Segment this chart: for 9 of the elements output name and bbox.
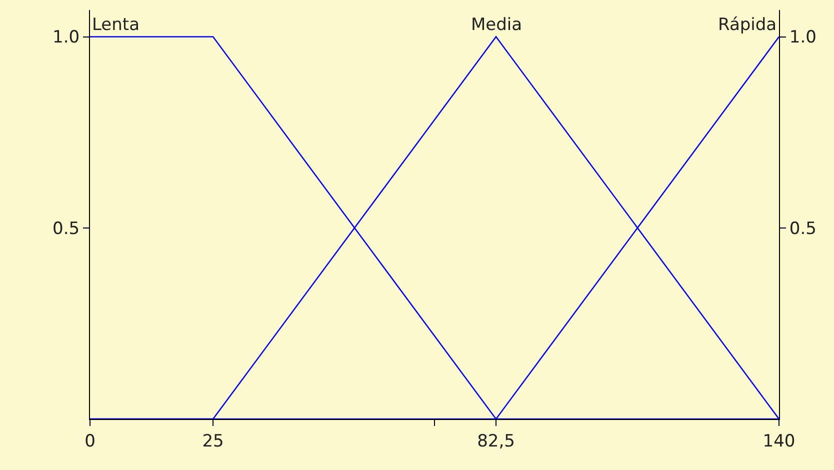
series-label: Lenta bbox=[92, 15, 140, 35]
y2-tick-label: 0.5 bbox=[789, 218, 816, 239]
series-label: Rápida bbox=[718, 15, 777, 35]
x-tick-label: 140 bbox=[762, 431, 796, 452]
x-tick-label: 25 bbox=[202, 431, 224, 452]
x-tick-label: 82,5 bbox=[477, 431, 515, 452]
y2-tick-label: 1.0 bbox=[789, 28, 816, 48]
series-label: Media bbox=[471, 15, 522, 35]
x-tick-label: 0 bbox=[84, 431, 96, 452]
